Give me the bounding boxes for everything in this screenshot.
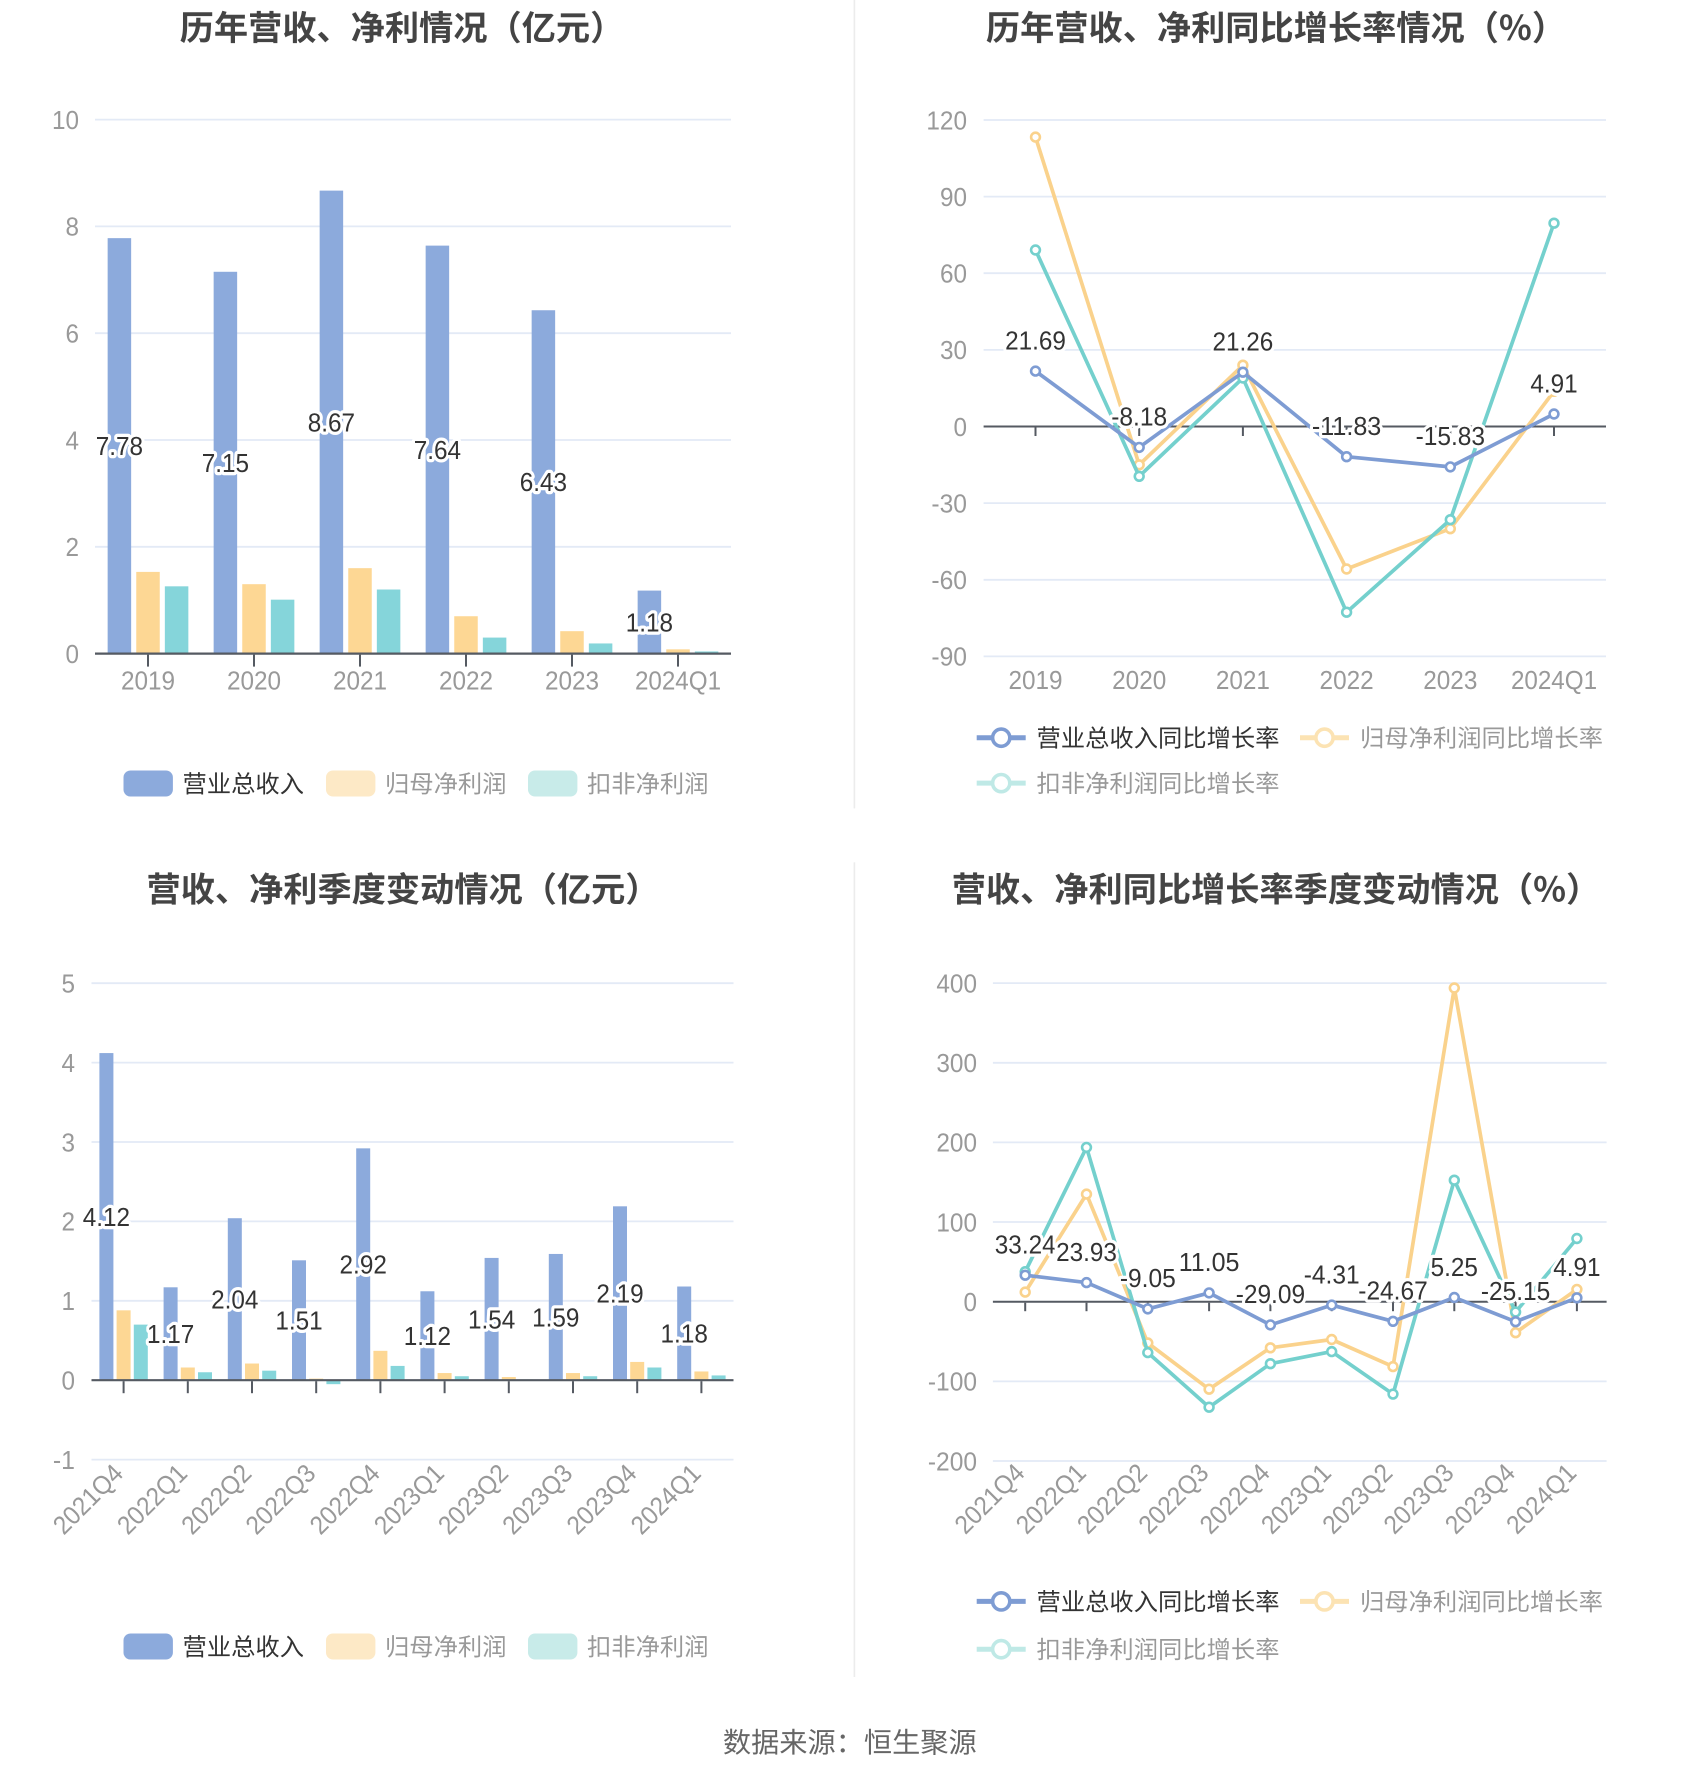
svg-text:4: 4 bbox=[62, 1048, 76, 1078]
svg-text:0: 0 bbox=[66, 639, 80, 669]
svg-text:1.59: 1.59 bbox=[532, 1302, 579, 1332]
svg-text:2023Q3: 2023Q3 bbox=[496, 1458, 578, 1540]
svg-text:2024Q1: 2024Q1 bbox=[1500, 1458, 1582, 1540]
svg-text:-1: -1 bbox=[53, 1445, 75, 1475]
svg-text:2022Q2: 2022Q2 bbox=[175, 1458, 257, 1540]
svg-text:4: 4 bbox=[66, 425, 80, 455]
svg-text:0: 0 bbox=[62, 1366, 76, 1396]
svg-text:2022Q4: 2022Q4 bbox=[304, 1458, 386, 1540]
svg-text:2023Q4: 2023Q4 bbox=[560, 1458, 642, 1540]
svg-text:4.91: 4.91 bbox=[1553, 1252, 1600, 1282]
svg-text:2019: 2019 bbox=[1008, 665, 1062, 695]
svg-text:-9.05: -9.05 bbox=[1120, 1263, 1176, 1293]
svg-text:2022Q1: 2022Q1 bbox=[111, 1458, 193, 1540]
svg-text:7.78: 7.78 bbox=[96, 431, 143, 461]
svg-text:2022Q3: 2022Q3 bbox=[239, 1458, 321, 1540]
svg-text:2024Q1: 2024Q1 bbox=[1511, 665, 1597, 695]
svg-text:10: 10 bbox=[52, 105, 79, 135]
svg-text:1: 1 bbox=[62, 1286, 76, 1316]
svg-text:21.26: 21.26 bbox=[1213, 327, 1274, 357]
svg-text:-11.83: -11.83 bbox=[1312, 411, 1381, 441]
svg-text:2.19: 2.19 bbox=[596, 1279, 643, 1309]
svg-text:2023Q1: 2023Q1 bbox=[368, 1458, 450, 1540]
svg-text:2021: 2021 bbox=[1216, 665, 1270, 695]
svg-text:2019: 2019 bbox=[121, 665, 175, 695]
svg-text:23.93: 23.93 bbox=[1056, 1237, 1117, 1267]
svg-text:2: 2 bbox=[62, 1207, 76, 1237]
svg-text:1.54: 1.54 bbox=[468, 1304, 515, 1334]
svg-text:-29.09: -29.09 bbox=[1236, 1279, 1305, 1309]
svg-text:-25.15: -25.15 bbox=[1481, 1276, 1550, 1306]
svg-text:2020: 2020 bbox=[1112, 665, 1166, 695]
svg-text:1.17: 1.17 bbox=[147, 1319, 194, 1349]
svg-text:2023: 2023 bbox=[1423, 665, 1477, 695]
svg-text:-30: -30 bbox=[931, 488, 967, 518]
svg-text:2024Q1: 2024Q1 bbox=[625, 1458, 707, 1540]
svg-text:6: 6 bbox=[66, 319, 80, 349]
svg-text:100: 100 bbox=[936, 1207, 977, 1237]
svg-text:7.64: 7.64 bbox=[414, 435, 461, 465]
svg-text:4.12: 4.12 bbox=[83, 1202, 130, 1232]
svg-text:-90: -90 bbox=[931, 642, 967, 672]
svg-text:-100: -100 bbox=[928, 1367, 977, 1397]
svg-text:11.05: 11.05 bbox=[1179, 1247, 1240, 1277]
svg-text:2024Q1: 2024Q1 bbox=[635, 665, 721, 695]
svg-text:120: 120 bbox=[926, 105, 967, 135]
svg-text:2.04: 2.04 bbox=[211, 1285, 258, 1315]
svg-text:33.24: 33.24 bbox=[995, 1230, 1056, 1260]
svg-text:30: 30 bbox=[940, 335, 967, 365]
svg-text:21.69: 21.69 bbox=[1005, 325, 1066, 355]
svg-text:-15.83: -15.83 bbox=[1416, 421, 1485, 451]
svg-text:0: 0 bbox=[954, 412, 968, 442]
svg-text:1.18: 1.18 bbox=[626, 607, 673, 637]
svg-text:2.92: 2.92 bbox=[340, 1250, 387, 1280]
svg-text:2023Q2: 2023Q2 bbox=[432, 1458, 514, 1540]
svg-text:6.43: 6.43 bbox=[520, 467, 567, 497]
svg-text:1.51: 1.51 bbox=[275, 1306, 322, 1336]
svg-text:5: 5 bbox=[62, 969, 76, 999]
svg-text:0: 0 bbox=[964, 1287, 978, 1317]
svg-text:-200: -200 bbox=[928, 1446, 977, 1476]
svg-text:200: 200 bbox=[936, 1128, 977, 1158]
svg-text:-4.31: -4.31 bbox=[1304, 1259, 1360, 1289]
svg-text:300: 300 bbox=[936, 1048, 977, 1078]
svg-text:2022: 2022 bbox=[1320, 665, 1374, 695]
svg-text:-8.18: -8.18 bbox=[1111, 402, 1167, 432]
svg-text:90: 90 bbox=[940, 182, 967, 212]
svg-text:8.67: 8.67 bbox=[308, 407, 355, 437]
svg-text:8: 8 bbox=[66, 212, 80, 242]
svg-text:2: 2 bbox=[66, 532, 80, 562]
svg-text:-60: -60 bbox=[931, 565, 967, 595]
svg-text:400: 400 bbox=[936, 968, 977, 998]
svg-text:2022: 2022 bbox=[439, 665, 493, 695]
svg-text:60: 60 bbox=[940, 259, 967, 289]
svg-text:4.91: 4.91 bbox=[1530, 368, 1577, 398]
svg-text:5.25: 5.25 bbox=[1431, 1252, 1478, 1282]
svg-text:7.15: 7.15 bbox=[202, 448, 249, 478]
svg-text:2023: 2023 bbox=[545, 665, 599, 695]
svg-text:1.18: 1.18 bbox=[661, 1319, 708, 1349]
svg-text:2020: 2020 bbox=[227, 665, 281, 695]
svg-text:2021: 2021 bbox=[333, 665, 387, 695]
svg-text:-24.67: -24.67 bbox=[1358, 1276, 1427, 1306]
svg-text:3: 3 bbox=[62, 1127, 76, 1157]
svg-text:1.12: 1.12 bbox=[404, 1321, 451, 1351]
